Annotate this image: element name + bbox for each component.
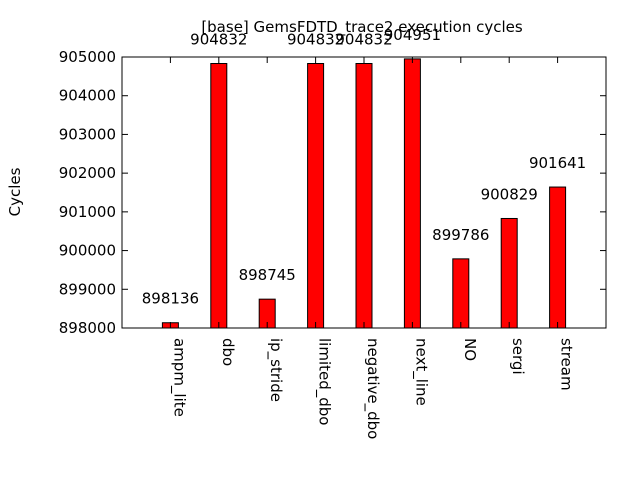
y-tick-label: 899000 — [59, 280, 116, 298]
bar — [403, 58, 421, 329]
y-axis-label: Cycles — [6, 167, 24, 216]
data-label: 904832 — [335, 31, 392, 49]
chart-title: [base] GemsFDTD_trace2 execution cycles — [201, 18, 523, 37]
y-tick-label: 898000 — [59, 319, 116, 337]
labels-layer: 898000 899000 900000 901000 902000 903000 9040… — [59, 26, 586, 439]
bar — [452, 258, 470, 329]
x-tick-label: stream — [558, 338, 576, 391]
bar — [307, 63, 325, 329]
y-tick-label: 904000 — [59, 87, 116, 105]
y-tick-label: 905000 — [59, 48, 116, 66]
x-tick-label: sergi — [509, 338, 527, 375]
bar — [355, 63, 373, 329]
x-tick-label: dbo — [219, 338, 237, 366]
data-label: 900829 — [481, 185, 538, 203]
plot-frame — [121, 56, 607, 329]
data-label: 899786 — [432, 226, 489, 244]
x-tick-label: negative_dbo — [363, 338, 382, 439]
y-tick-label: 901000 — [59, 203, 116, 221]
data-label: 898136 — [142, 290, 199, 308]
x-tick-label: NO — [461, 338, 479, 361]
data-label: 901641 — [529, 154, 586, 172]
data-label: 904832 — [287, 31, 344, 49]
bar — [210, 63, 228, 329]
y-tick-label: 903000 — [59, 125, 116, 143]
x-tick-label: limited_dbo — [315, 338, 334, 425]
data-label: 904832 — [190, 31, 247, 49]
bar — [549, 186, 567, 329]
y-tick-label: 902000 — [59, 164, 116, 182]
x-tick-label: next_line — [411, 338, 430, 406]
x-tick-label: ampm_lite — [169, 338, 188, 417]
bar — [500, 217, 518, 329]
data-label: 904951 — [384, 26, 441, 44]
x-tick-label: ip_stride — [266, 338, 285, 402]
y-tick-label: 900000 — [59, 242, 116, 260]
data-label: 898745 — [239, 266, 296, 284]
bars-layer — [161, 58, 567, 329]
